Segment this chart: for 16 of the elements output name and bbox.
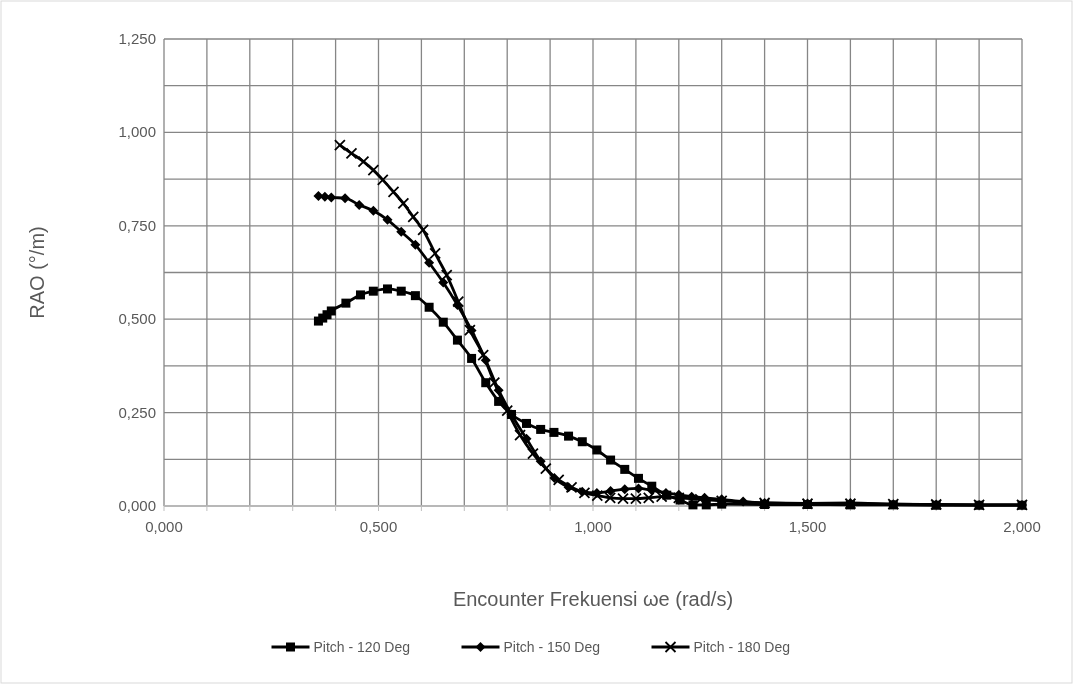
legend-label: Pitch - 180 Deg bbox=[693, 639, 790, 655]
y-axis-title: RAO (°/m) bbox=[26, 226, 48, 319]
x-axis-title: Encounter Frekuensi ωe (rad/s) bbox=[452, 588, 734, 610]
y-tick-label: 1,000 bbox=[118, 123, 156, 141]
legend-label: Pitch - 150 Deg bbox=[503, 639, 600, 655]
y-tick-label: 0,000 bbox=[118, 497, 156, 514]
y-tick-label: 0,250 bbox=[118, 403, 156, 421]
x-tick-label: 0,000 bbox=[145, 518, 183, 535]
y-tick-label: 0,750 bbox=[118, 216, 156, 234]
legend-label: Pitch - 120 Deg bbox=[313, 639, 410, 655]
y-tick-label: 1,250 bbox=[118, 30, 156, 47]
x-tick-label: 0,500 bbox=[359, 518, 398, 535]
x-tick-label: 2,000 bbox=[1003, 518, 1041, 535]
y-tick-label: 0,500 bbox=[118, 310, 156, 328]
x-tick-label: 1,500 bbox=[788, 518, 827, 535]
x-tick-label: 1,000 bbox=[574, 518, 612, 535]
